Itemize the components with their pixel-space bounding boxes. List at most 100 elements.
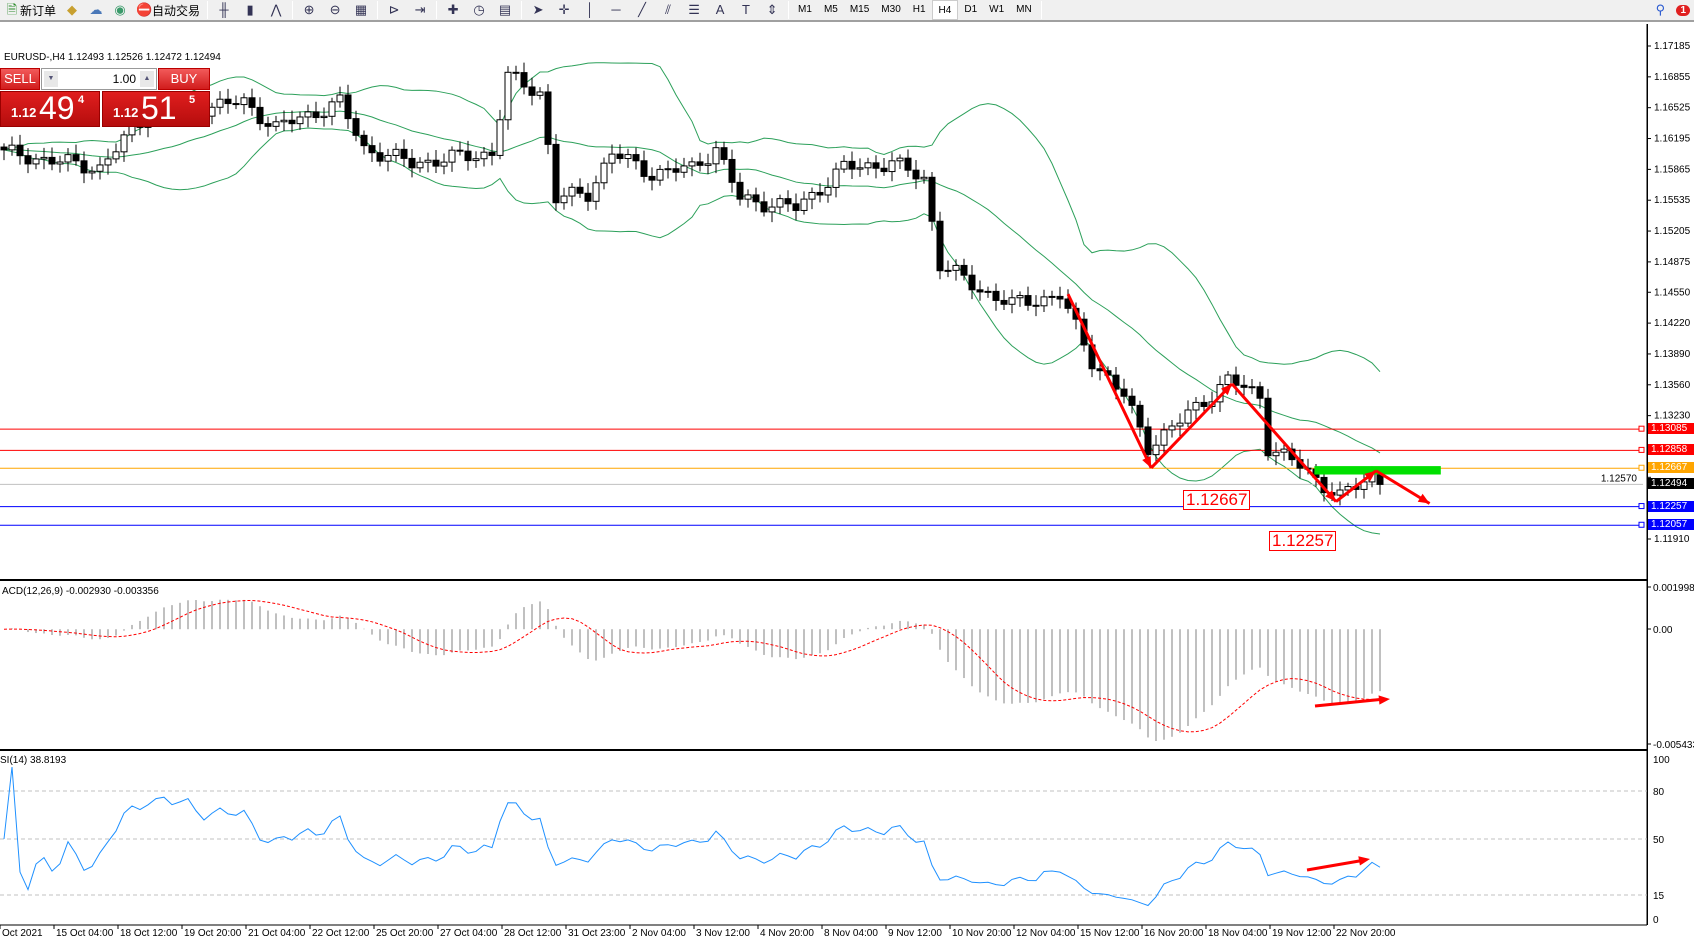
zigzag-arrow-segment [1066,293,1153,469]
signals-button[interactable]: ◉ [108,0,132,20]
candle [928,172,936,231]
candle [384,148,392,172]
timeframe-h1[interactable]: H1 [912,4,926,15]
volume-input[interactable]: 1.00 [112,72,136,86]
candle-body [976,289,984,293]
candle-body [480,151,488,160]
level-handle [1638,425,1645,432]
candle-body [800,198,808,211]
cursor-button[interactable]: ➤ [525,0,551,20]
candle-body [752,194,760,203]
timeframe-h4[interactable]: H4 [931,0,959,20]
candle [712,140,720,174]
timeframe-m1[interactable]: M1 [798,4,812,15]
line-chart-button[interactable]: ⋀ [263,0,289,20]
candle-body [1056,295,1064,300]
candle [40,147,48,170]
price-label-low[interactable]: 1.12257 [1269,531,1337,551]
ask-price[interactable]: 1.12 51 5 [102,90,210,127]
candle-body [912,169,920,180]
timeframe-d1[interactable]: D1 [964,4,978,15]
candle-body [112,151,120,160]
candle [1048,290,1056,306]
candle [1144,417,1152,459]
volume-stepper[interactable]: ▼ 1.00 ▲ [41,68,157,90]
horizontal-line-button[interactable]: ─ [603,0,629,20]
volume-down-icon[interactable]: ▼ [44,71,58,87]
zoom-in-button[interactable]: ⊕ [296,0,322,20]
sell-button[interactable]: SELL [0,68,40,90]
time-label: 15 Oct 04:00 [56,928,114,938]
candle [1128,388,1136,414]
candle [1136,400,1144,437]
price-label-high[interactable]: 1.12667 [1183,490,1251,510]
indicators-button[interactable]: ✚ [440,0,466,20]
vertical-line-button[interactable]: │ [577,0,603,20]
candle [632,147,640,170]
tile-windows-button[interactable]: ▦ [348,0,374,20]
candle [392,143,400,162]
candle-body [32,158,40,165]
periods-button[interactable]: ◷ [466,0,492,20]
timeframe-m30[interactable]: M30 [881,4,901,15]
arrows-button[interactable]: ⇕ [759,0,785,20]
arrow-head-icon [1417,493,1430,504]
candle [608,144,616,174]
bar-chart-button[interactable]: ╫ [211,0,237,20]
separator [207,1,209,19]
candle-body [544,91,552,145]
candle [328,97,336,126]
bollinger-upper [3,62,1381,373]
volume-up-icon[interactable]: ▲ [140,71,154,87]
price-level-tag: 1.12057 [1648,519,1694,531]
search-button[interactable]: ⚲ [1648,0,1672,20]
candle-body [568,186,576,197]
bid-price[interactable]: 1.12 49 4 [0,90,100,127]
auto-trading-button[interactable]: ⛔ 自动交易 [132,0,204,20]
crosshair-button[interactable]: ✛ [551,0,577,20]
time-label: 9 Nov 12:00 [888,928,942,938]
candle-body [1152,444,1160,456]
chart-window[interactable]: 1.17185 1.16855 1.16525 1.16195 1.15865 1.155… [0,24,1694,938]
candle-chart-button[interactable]: ▮ [237,0,263,20]
timeframe-w1[interactable]: W1 [989,4,1005,15]
arrows-icon: ⇕ [766,2,778,17]
trendline-button[interactable]: ╱ [629,0,655,20]
chart-canvas[interactable]: 1.17185 1.16855 1.16525 1.16195 1.15865 1.155… [0,24,1694,938]
equidistant-channel-button[interactable]: ⫽ [655,0,681,20]
candle [440,153,448,175]
price-tick-label: 1.17185 [1654,41,1691,52]
candle-body [1096,368,1104,372]
candle [984,286,992,298]
candle-body [384,154,392,162]
bid-prefix: 1.12 [11,105,37,120]
buy-button[interactable]: BUY [158,68,210,90]
candle-body [88,170,96,174]
text-label-button[interactable]: T [733,0,759,20]
chart-shift-button[interactable]: ⇥ [407,0,433,20]
market-watch-button[interactable]: ◆ [60,0,84,20]
price-tick-label: 1.16855 [1654,72,1691,83]
candle-body [680,165,688,173]
text-button[interactable]: A [707,0,733,20]
templates-button[interactable]: ▤ [492,0,518,20]
new-order-button[interactable]: 🗎 新订单 [0,0,60,20]
timeframe-m15[interactable]: M15 [849,4,870,15]
time-label: 28 Oct 12:00 [504,928,562,938]
notifications-button[interactable]: 1 [1672,0,1694,20]
fibonacci-button[interactable]: ☰ [681,0,707,20]
candle [48,147,56,171]
level-handle [1638,521,1645,528]
zoom-out-button[interactable]: ⊖ [322,0,348,20]
timeframe-mn[interactable]: MN [1016,4,1032,15]
auto-scroll-button[interactable]: ⊳ [381,0,407,20]
candle [976,280,984,301]
candle [224,88,232,114]
candle-body [360,134,368,147]
template-icon: ▤ [498,2,512,17]
candle-body [736,181,744,200]
timeframe-m5[interactable]: M5 [823,4,838,15]
candle [760,191,768,217]
data-window-button[interactable]: ☁ [84,0,108,20]
time-label: 18 Oct 12:00 [120,928,178,938]
